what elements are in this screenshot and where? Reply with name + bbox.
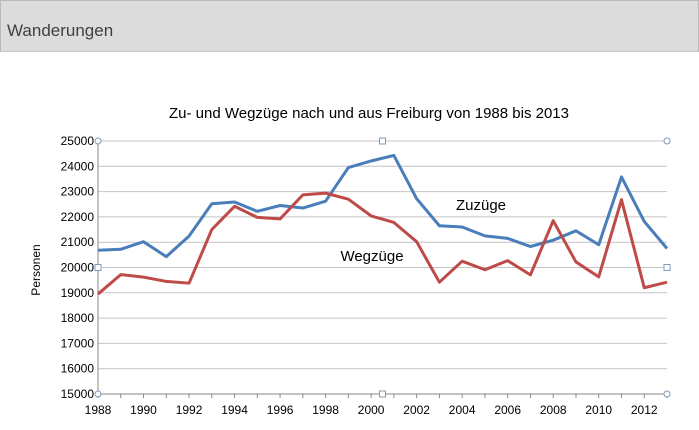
x-tick-label-1990: 1990 [130,403,157,417]
chart-title: Zu- und Wegzüge nach und aus Freiburg vo… [169,105,569,122]
resize-handle-corner[interactable] [663,390,671,398]
resize-handle-side[interactable] [379,137,386,145]
y-tick-label-20000: 20000 [61,261,95,275]
resize-handle-side[interactable] [379,390,386,398]
x-tick-label-2004: 2004 [449,403,476,417]
chart-axes: 15000 16000 17000 18000 19000 20000 21000 22000… [61,134,668,417]
resize-handle-side[interactable] [663,264,671,271]
x-tick-label-2012: 2012 [631,403,658,417]
x-tick-label-2000: 2000 [358,403,385,417]
selection-handles[interactable] [94,137,671,398]
x-tick-label-1988: 1988 [85,403,112,417]
x-tick-label-1998: 1998 [312,403,339,417]
y-tick-label-17000: 17000 [61,336,95,350]
grid-lines [98,140,667,395]
x-tick-label-2006: 2006 [494,403,521,417]
y-tick-label-21000: 21000 [61,235,95,249]
x-tick-label-2010: 2010 [585,403,612,417]
x-tick-label-2002: 2002 [403,403,430,417]
resize-handle-corner[interactable] [94,137,102,145]
resize-handle-corner[interactable] [94,390,102,398]
y-tick-label-15000: 15000 [61,387,95,401]
resize-handle-corner[interactable] [663,137,671,145]
y-tick-label-25000: 25000 [61,134,95,148]
y-tick-label-18000: 18000 [61,311,95,325]
x-tick-label-2008: 2008 [540,403,567,417]
section-header: Wanderungen [0,0,699,52]
resize-handle-side[interactable] [94,264,102,271]
x-tick-label-1992: 1992 [176,403,203,417]
y-tick-label-24000: 24000 [61,159,95,173]
y-tick-label-23000: 23000 [61,185,95,199]
series-line-wegzuege [97,191,668,296]
section-title: Wanderungen [7,21,114,40]
series-lines: Zuzüge Wegzüge [97,153,669,296]
x-tick-label-1996: 1996 [267,403,294,417]
series-line-zuzuege [97,153,669,259]
series-label-zuzuege: Zuzüge [456,197,506,214]
line-chart: 15000 16000 17000 18000 19000 20000 21000 22000… [29,105,671,417]
x-tick-label-1994: 1994 [221,403,248,417]
y-tick-label-19000: 19000 [61,286,95,300]
y-tick-label-16000: 16000 [61,362,95,376]
y-axis-label: Personen [29,244,43,295]
y-tick-label-22000: 22000 [61,210,95,224]
series-label-wegzuege: Wegzüge [340,248,403,265]
